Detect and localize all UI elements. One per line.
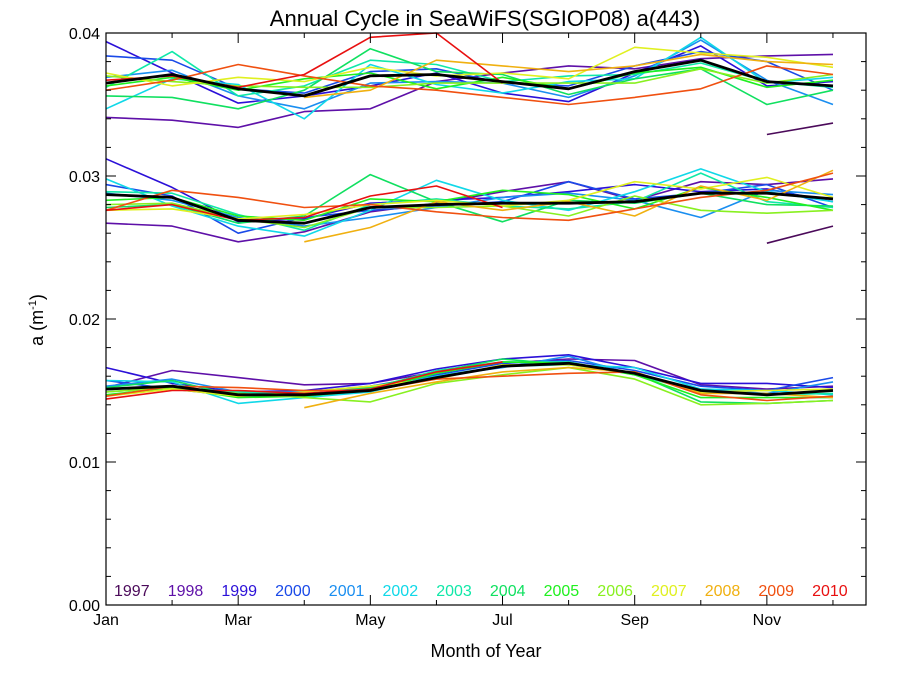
legend-item-1997: 1997 [114,583,150,600]
axis-ticks: Jan Mar May Jul Sep Nov 0.00 0.01 0.02 0.03 0.04 [69,26,866,629]
y-axis-label-main: a (m [27,310,47,346]
mean-line-g2 [105,191,834,225]
legend-item-2005: 2005 [544,583,580,600]
series-line-2002-g2 [105,168,834,237]
y-axis-label-superscript: -1 [27,300,39,310]
series-line-2009-g3 [105,371,834,402]
legend-item-2009: 2009 [758,583,794,600]
legend-item-1998: 1998 [168,583,204,600]
series-line-1998-g1 [105,53,834,129]
mean-line-g3 [105,361,834,397]
series-line-2002-g1 [105,36,834,120]
series-line-2009-g1 [105,63,834,106]
series-line-2008-g2 [304,169,834,243]
series-line-2004-g1 [105,47,834,110]
legend-item-2001: 2001 [329,583,365,600]
legend: 1997 1998 1999 2000 2001 2002 2003 2004 2005 2006… [114,583,848,600]
chart-title: Annual Cycle in SeaWiFS(SGIOP08) a(443) [270,6,700,31]
series-line-2003-g2 [105,172,834,232]
series-line-2004-g2 [105,173,834,224]
y-tick-label: 0.02 [69,312,100,329]
legend-item-2010: 2010 [812,583,848,600]
legend-item-1999: 1999 [221,583,257,600]
legend-item-2000: 2000 [275,583,311,600]
x-tick-label: Sep [620,612,649,629]
x-tick-label: May [355,612,385,629]
mean-line-g1 [105,58,834,98]
x-tick-label: Jan [93,612,119,629]
series-layer [105,32,834,409]
y-tick-label: 0.01 [69,455,100,472]
series-line-2008-g1 [304,53,834,99]
series-line-1997-g2 [766,225,834,244]
y-tick-label: 0.03 [69,169,100,186]
plot-frame [105,32,867,606]
legend-item-2007: 2007 [651,583,687,600]
legend-item-2004: 2004 [490,583,526,600]
y-tick-label: 0.04 [69,26,100,43]
series-line-2007-g1 [105,46,834,87]
legend-item-2002: 2002 [383,583,419,600]
series-line-2010-g2 [105,185,503,222]
y-tick-label: 0.00 [69,598,100,615]
y-axis-label: a (m-1) [27,294,47,346]
legend-item-2003: 2003 [436,583,472,600]
x-tick-label: Jul [492,612,512,629]
x-axis-label: Month of Year [430,641,541,661]
y-axis-label-tail: ) [27,294,47,300]
x-tick-label: Nov [753,612,781,629]
mean-layer [105,58,834,397]
legend-item-2006: 2006 [597,583,633,600]
legend-item-2008: 2008 [705,583,741,600]
x-tick-label: Mar [224,612,252,629]
series-line-1997-g1 [766,122,834,136]
series-line-2009-g2 [105,172,834,222]
